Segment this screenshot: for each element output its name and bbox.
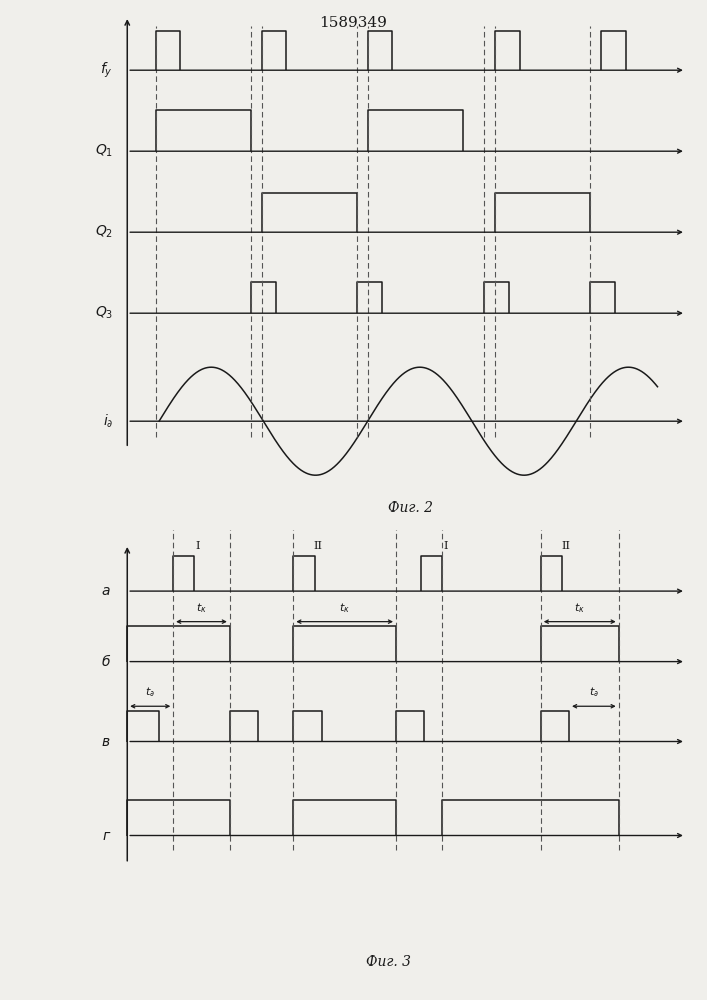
Text: в: в (102, 734, 110, 748)
Text: $f_y$: $f_y$ (100, 61, 113, 80)
Text: II: II (314, 541, 322, 551)
Text: а: а (101, 584, 110, 598)
Text: $t_\partial$: $t_\partial$ (145, 685, 156, 699)
Text: $t_\partial$: $t_\partial$ (589, 685, 599, 699)
Text: $Q_1$: $Q_1$ (95, 143, 113, 159)
Text: I: I (443, 541, 448, 551)
Text: б: б (101, 655, 110, 669)
Text: г: г (103, 828, 110, 842)
Text: 1589349: 1589349 (320, 16, 387, 30)
Text: II: II (561, 541, 570, 551)
Text: $Q_3$: $Q_3$ (95, 305, 113, 321)
Text: $t_\kappa$: $t_\kappa$ (196, 601, 207, 615)
Text: $t_\kappa$: $t_\kappa$ (574, 601, 585, 615)
Text: I: I (196, 541, 200, 551)
Text: $Q_2$: $Q_2$ (95, 224, 113, 240)
Text: $t_\kappa$: $t_\kappa$ (339, 601, 350, 615)
Text: Фиг. 2: Фиг. 2 (387, 501, 433, 515)
Text: $i_\partial$: $i_\partial$ (103, 412, 113, 430)
Text: Фиг. 3: Фиг. 3 (366, 955, 411, 969)
